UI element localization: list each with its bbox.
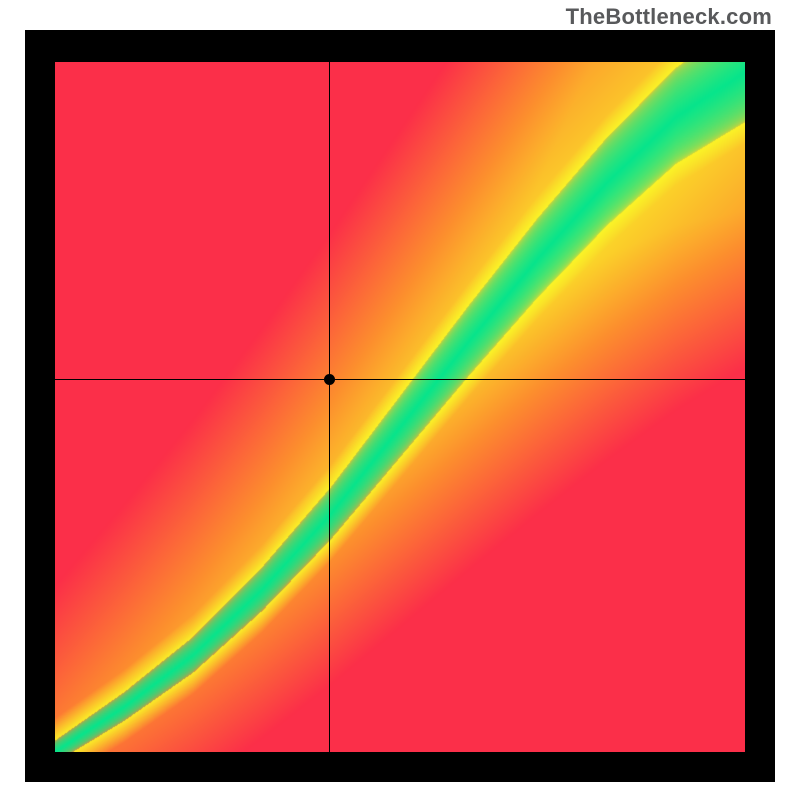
attribution-text: TheBottleneck.com: [566, 4, 772, 30]
chart-container: TheBottleneck.com: [0, 0, 800, 800]
crosshair-horizontal: [55, 379, 745, 380]
marker-dot: [324, 374, 335, 385]
heatmap-canvas: [55, 62, 745, 752]
crosshair-vertical: [329, 62, 330, 752]
